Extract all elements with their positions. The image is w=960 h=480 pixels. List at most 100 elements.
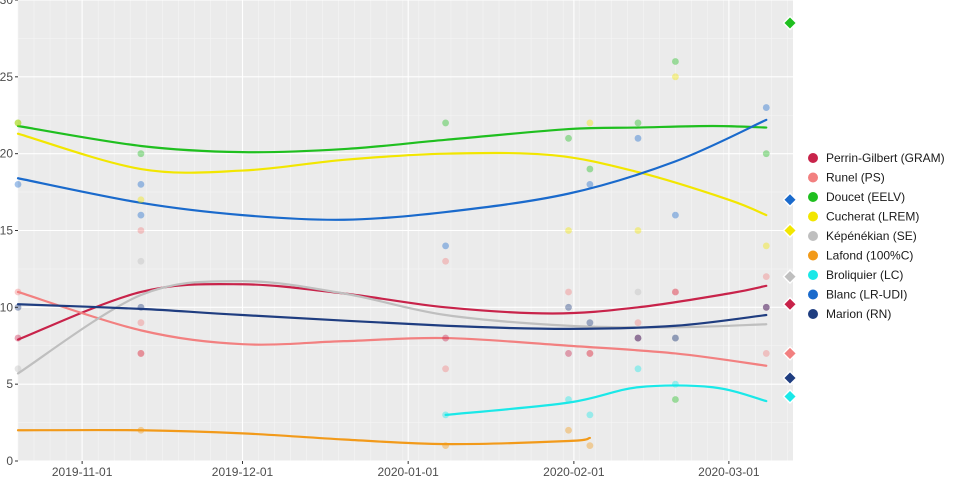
poll-point-blanc-lr-udi <box>14 181 22 188</box>
x-tick-label: 2019-12-01 <box>212 465 274 479</box>
poll-point-doucet-eelv <box>762 150 770 158</box>
poll-point-blanc-lr-udi <box>137 181 145 188</box>
legend-label-lafond-100-c: Lafond (100%C) <box>826 249 913 263</box>
legend-label-blanc-lr-udi: Blanc (LR-UDI) <box>826 288 907 302</box>
poll-point-blanc-lr-udi <box>586 181 594 188</box>
axes: 0 5 10 15 20 25 30 2019-11-01 2019-12-01 2020-01-… <box>0 0 760 479</box>
final-result-kepenekian-se <box>782 269 798 285</box>
poll-point-runel-ps <box>672 288 679 296</box>
y-tick-label: 25 <box>0 70 13 84</box>
poll-point-runel-ps <box>14 288 22 296</box>
poll-point-cucherat-lrem <box>565 227 572 234</box>
poll-point-runel-ps <box>565 288 572 296</box>
poll-point-cucherat-lrem <box>762 242 770 250</box>
grid-lines <box>17 0 793 462</box>
legend-key-kepenekian-se <box>808 231 818 241</box>
y-tick-label: 5 <box>6 377 13 391</box>
poll-point-marion-rn <box>137 303 145 311</box>
poll-point-cucherat-lrem <box>672 73 679 81</box>
poll-point-broliquier-lc <box>565 396 572 403</box>
final-result-perrin-gilbert-gram <box>782 296 798 312</box>
y-tick-label: 20 <box>0 147 13 161</box>
poll-point-runel-ps <box>137 350 145 357</box>
poll-point-marion-rn <box>586 319 594 327</box>
poll-point-cucherat-lrem <box>137 196 145 204</box>
poll-point-cucherat-lrem <box>14 119 22 127</box>
poll-point-kepenekian-se <box>14 365 22 373</box>
poll-point-runel-ps <box>137 319 145 327</box>
poll-point-doucet-eelv <box>442 119 449 127</box>
poll-point-perrin-gilbert-gram <box>137 350 145 357</box>
y-tick-label: 15 <box>0 224 13 238</box>
legend-key-doucet-eelv <box>808 192 818 202</box>
final-result-marion-rn <box>782 370 798 386</box>
poll-point-doucet-eelv <box>672 396 679 403</box>
poll-point-broliquier-lc <box>442 411 449 419</box>
poll-point-perrin-gilbert-gram <box>762 303 770 311</box>
final-result-cucherat-lrem <box>782 223 798 238</box>
poll-point-runel-ps <box>137 227 145 234</box>
final-result-doucet-eelv <box>782 15 798 31</box>
poll-point-broliquier-lc <box>672 380 679 388</box>
poll-point-blanc-lr-udi <box>634 134 642 142</box>
legend-key-blanc-lr-udi <box>808 289 818 300</box>
poll-point-marion-rn <box>565 303 572 311</box>
poll-point-blanc-lr-udi <box>762 104 770 111</box>
x-tick-label: 2019-11-01 <box>52 465 113 479</box>
poll-point-marion-rn <box>762 303 770 311</box>
poll-point-doucet-eelv <box>565 134 572 142</box>
trend-line-lafond-100-c <box>16 428 591 446</box>
legend-label-perrin-gilbert-gram: Perrin-Gilbert (GRAM) <box>826 151 945 165</box>
x-tick-label: 2020-01-01 <box>377 465 439 479</box>
trend-line-marion-rn <box>16 303 768 330</box>
y-tick-label: 0 <box>6 454 13 468</box>
poll-points <box>14 58 770 450</box>
final-result-markers <box>782 15 798 404</box>
legend-key-lafond-100-c <box>808 250 818 261</box>
poll-point-runel-ps <box>762 350 770 357</box>
poll-point-blanc-lr-udi <box>442 242 449 250</box>
x-tick-label: 2020-02-01 <box>543 465 605 479</box>
poll-point-lafond-100-c <box>442 442 449 450</box>
poll-point-perrin-gilbert-gram <box>672 288 679 296</box>
y-tick-label: 30 <box>0 0 13 7</box>
poll-point-kepenekian-se <box>137 257 145 265</box>
poll-point-blanc-lr-udi <box>137 211 145 219</box>
x-tick-label: 2020-03-01 <box>698 465 760 479</box>
poll-point-cucherat-lrem <box>634 227 642 234</box>
trend-line-doucet-eelv <box>16 124 768 154</box>
poll-point-runel-ps <box>762 273 770 280</box>
poll-point-doucet-eelv <box>137 150 145 158</box>
poll-point-doucet-eelv <box>634 119 642 127</box>
poll-point-perrin-gilbert-gram <box>14 334 22 342</box>
final-result-blanc-lr-udi <box>782 192 798 208</box>
final-result-runel-ps <box>782 345 798 361</box>
poll-point-broliquier-lc <box>634 365 642 373</box>
poll-point-kepenekian-se <box>672 334 679 342</box>
poll-point-doucet-eelv <box>672 58 679 65</box>
y-tick-label: 10 <box>0 300 13 314</box>
legend-key-perrin-gilbert-gram <box>808 153 818 163</box>
poll-point-broliquier-lc <box>586 411 594 419</box>
poll-point-cucherat-lrem <box>586 119 594 127</box>
trend-line-blanc-lr-udi <box>16 118 768 221</box>
poll-point-perrin-gilbert-gram <box>586 350 594 357</box>
poll-point-runel-ps <box>442 365 449 373</box>
legend-key-cucherat-lrem <box>808 211 818 222</box>
trend-lines <box>16 118 768 446</box>
poll-point-runel-ps <box>442 257 449 265</box>
trend-line-cucherat-lrem <box>16 132 768 217</box>
poll-point-blanc-lr-udi <box>672 211 679 219</box>
poll-point-runel-ps <box>586 350 594 357</box>
poll-point-lafond-100-c <box>137 426 145 434</box>
poll-point-doucet-eelv <box>14 119 22 127</box>
legend-label-doucet-eelv: Doucet (EELV) <box>826 190 905 204</box>
legend-label-runel-ps: Runel (PS) <box>826 171 885 185</box>
poll-point-doucet-eelv <box>586 165 594 173</box>
final-result-broliquier-lc <box>782 388 798 404</box>
poll-point-kepenekian-se <box>634 288 642 296</box>
legend-key-runel-ps <box>808 172 818 183</box>
poll-point-marion-rn <box>634 334 642 342</box>
legend-key-marion-rn <box>808 309 818 319</box>
